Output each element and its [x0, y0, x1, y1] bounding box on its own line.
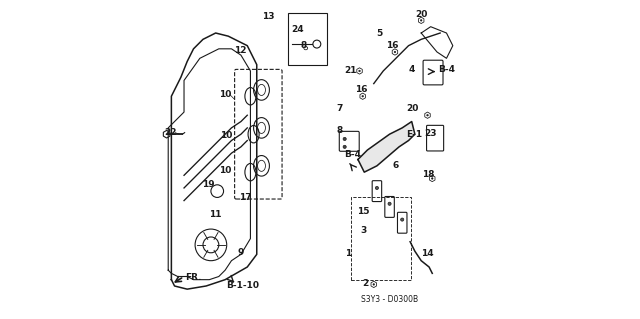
Ellipse shape — [401, 218, 404, 221]
Ellipse shape — [373, 284, 374, 285]
Text: 24: 24 — [291, 25, 303, 34]
Text: 7: 7 — [337, 104, 343, 113]
Text: 4: 4 — [408, 65, 415, 74]
Text: 20: 20 — [406, 104, 419, 113]
Text: 6: 6 — [392, 161, 398, 170]
Text: 21: 21 — [345, 66, 357, 76]
Ellipse shape — [343, 145, 346, 148]
Text: 17: 17 — [239, 193, 252, 202]
Ellipse shape — [427, 115, 428, 116]
Text: 5: 5 — [376, 29, 383, 38]
Text: 15: 15 — [357, 207, 370, 216]
Text: 23: 23 — [424, 129, 436, 138]
Text: 1: 1 — [346, 249, 351, 258]
Text: 8: 8 — [337, 126, 343, 135]
Text: 18: 18 — [422, 170, 435, 179]
Text: 3: 3 — [360, 226, 367, 235]
Text: 14: 14 — [421, 249, 434, 258]
Ellipse shape — [420, 19, 422, 21]
Text: 12: 12 — [234, 46, 246, 55]
Text: S3Y3 - D0300B: S3Y3 - D0300B — [361, 295, 418, 304]
Text: FR.: FR. — [186, 273, 202, 282]
Polygon shape — [358, 122, 415, 172]
Text: 16: 16 — [385, 41, 398, 50]
Text: 16: 16 — [355, 85, 368, 94]
Text: E-1: E-1 — [406, 130, 422, 139]
Text: 2: 2 — [363, 279, 369, 288]
Text: 10: 10 — [219, 166, 231, 175]
Ellipse shape — [431, 178, 433, 179]
Text: 11: 11 — [209, 210, 221, 219]
Ellipse shape — [388, 202, 391, 205]
Text: B-4: B-4 — [438, 64, 456, 74]
Ellipse shape — [359, 70, 360, 72]
Text: 19: 19 — [202, 180, 215, 189]
Ellipse shape — [362, 95, 364, 97]
Text: 13: 13 — [262, 12, 275, 21]
Text: 20: 20 — [415, 10, 428, 19]
Text: 10: 10 — [219, 90, 231, 99]
Ellipse shape — [394, 51, 396, 53]
Text: 8: 8 — [300, 41, 307, 50]
Ellipse shape — [343, 137, 346, 141]
Text: 10: 10 — [221, 131, 233, 140]
Text: B-1-10: B-1-10 — [226, 281, 259, 290]
Ellipse shape — [375, 186, 378, 189]
Text: B-4: B-4 — [344, 150, 361, 159]
Text: 22: 22 — [164, 128, 177, 137]
Text: 9: 9 — [237, 248, 243, 257]
